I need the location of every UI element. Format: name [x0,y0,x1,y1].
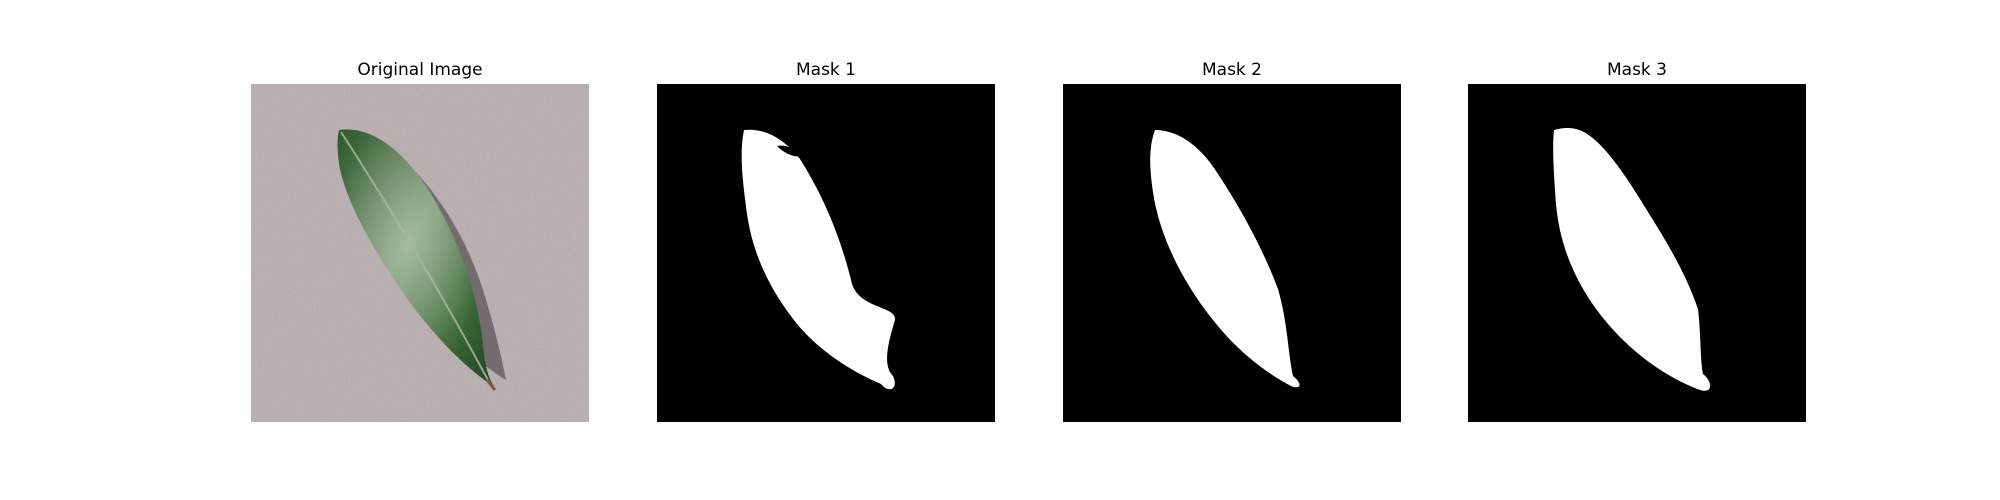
panel-mask-1: Mask 1 [657,56,995,422]
mask-1-image [657,84,995,422]
panel-title-mask-1: Mask 1 [795,60,856,80]
leaf-midrib [340,131,490,383]
panel-title-original-image: Original Image [357,60,483,80]
mask-2-image [1063,84,1401,422]
panel-mask-3: Mask 3 [1468,56,1806,422]
mask-3-image [1468,84,1806,422]
panel-title-mask-3: Mask 3 [1606,60,1667,80]
mask-2-shape [1150,130,1300,388]
mask-3-shape [1553,128,1711,391]
panel-mask-2: Mask 2 [1063,56,1401,422]
leaf-petiole [485,379,497,391]
panel-title-mask-2: Mask 2 [1201,60,1262,80]
panel-original-image: Original Image [251,56,589,422]
mask-1-shape [741,129,896,390]
original-leaf-image [251,84,589,422]
